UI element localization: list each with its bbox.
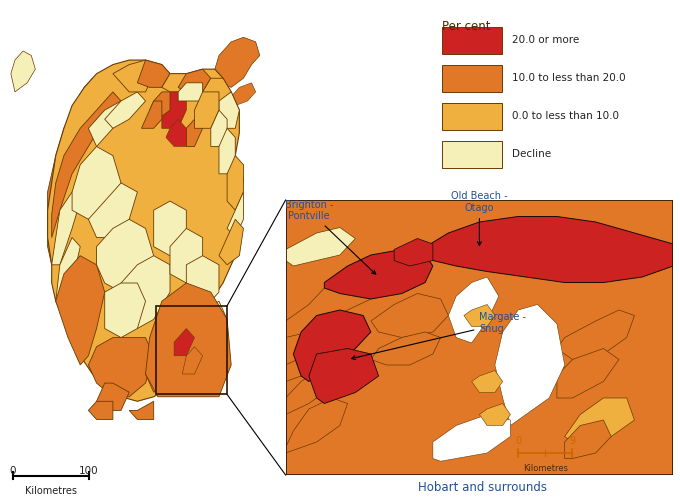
Text: 0: 0 [10,466,16,476]
Polygon shape [178,320,211,374]
Bar [156,306,227,394]
Polygon shape [113,256,170,328]
Polygon shape [194,92,219,128]
Polygon shape [88,338,154,397]
Polygon shape [286,228,356,266]
Text: Per cent: Per cent [442,20,490,32]
Polygon shape [52,92,121,238]
Polygon shape [146,283,231,397]
Polygon shape [219,128,235,174]
Polygon shape [52,192,80,265]
Polygon shape [146,346,178,392]
Polygon shape [72,146,121,220]
Polygon shape [479,404,511,425]
Text: Old Beach -
Otago: Old Beach - Otago [451,192,508,246]
Polygon shape [97,383,129,410]
Polygon shape [227,156,243,210]
Polygon shape [495,304,564,426]
Polygon shape [394,238,433,266]
Polygon shape [564,420,611,459]
Polygon shape [166,119,186,146]
Polygon shape [211,110,227,146]
Polygon shape [162,92,186,128]
Polygon shape [203,78,231,101]
Polygon shape [113,60,154,92]
Polygon shape [88,101,129,146]
Text: 20.0 or more: 20.0 or more [512,36,579,46]
Text: 9: 9 [569,436,575,446]
Polygon shape [418,216,673,282]
Polygon shape [178,69,211,92]
Polygon shape [162,328,194,383]
Polygon shape [286,277,371,338]
Polygon shape [448,277,499,343]
Polygon shape [286,332,340,382]
Polygon shape [309,348,379,404]
Polygon shape [194,301,227,356]
Polygon shape [129,402,154,419]
Polygon shape [182,346,203,374]
Polygon shape [48,74,105,215]
Text: 100: 100 [80,466,99,476]
Polygon shape [162,74,194,92]
Polygon shape [293,310,371,382]
Bar [442,27,502,54]
Polygon shape [286,370,332,414]
Polygon shape [174,328,194,356]
Polygon shape [64,78,92,156]
Polygon shape [48,60,243,402]
Polygon shape [154,201,186,256]
Text: Brighton -
Pontville: Brighton - Pontville [285,200,376,274]
Text: Margate -
Snug: Margate - Snug [352,312,526,360]
Bar [442,103,502,130]
Bar [442,141,502,168]
Text: Decline: Decline [512,150,551,160]
Text: Kilometres: Kilometres [25,486,77,496]
Polygon shape [464,304,495,326]
Text: Hobart and surrounds: Hobart and surrounds [418,481,547,494]
Text: Kilometres: Kilometres [523,464,568,473]
Polygon shape [227,192,243,238]
Polygon shape [186,119,203,146]
Polygon shape [207,78,219,88]
Text: 0.0 to less than 10.0: 0.0 to less than 10.0 [512,112,619,122]
Polygon shape [219,220,243,265]
Polygon shape [186,256,219,310]
Bar [442,65,502,92]
Polygon shape [371,294,448,338]
Polygon shape [324,250,433,299]
Polygon shape [472,370,503,392]
Polygon shape [371,332,441,365]
Polygon shape [557,348,619,398]
Polygon shape [178,83,203,101]
Polygon shape [88,183,137,238]
Polygon shape [88,402,113,419]
Polygon shape [11,51,35,92]
Polygon shape [141,101,162,128]
Polygon shape [150,92,170,119]
Polygon shape [56,238,80,310]
Polygon shape [231,83,256,106]
Polygon shape [97,220,154,292]
Polygon shape [105,283,146,338]
Polygon shape [557,310,634,360]
Polygon shape [564,398,634,448]
Polygon shape [48,92,121,265]
Polygon shape [105,92,146,128]
Text: 10.0 to less than 20.0: 10.0 to less than 20.0 [512,74,626,84]
Polygon shape [137,60,170,88]
Polygon shape [56,256,105,365]
Polygon shape [215,38,260,88]
Polygon shape [433,414,511,461]
Polygon shape [219,92,239,128]
Polygon shape [286,398,347,453]
Text: 0: 0 [515,436,522,446]
Polygon shape [170,228,203,283]
